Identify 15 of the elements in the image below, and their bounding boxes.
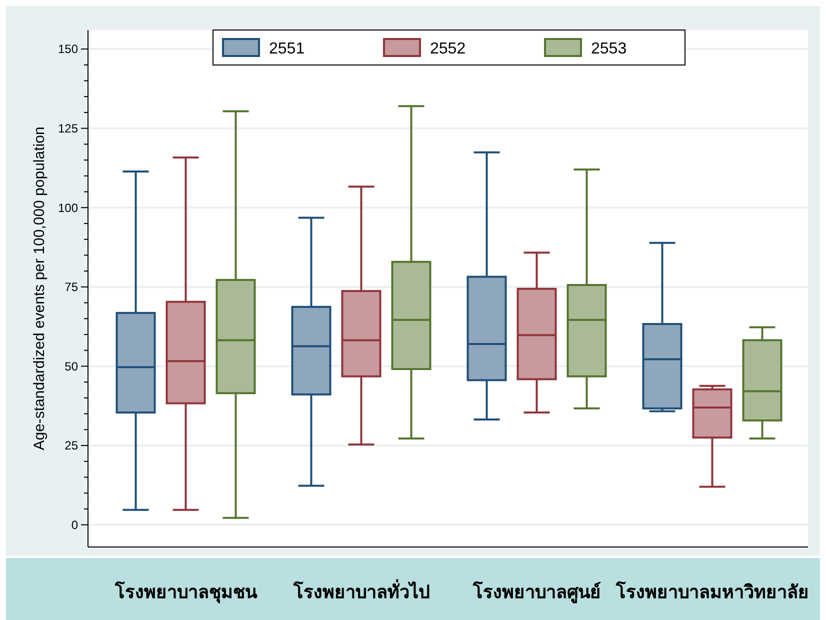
x-tick-label: โรงพยาบาลชุมชน — [114, 581, 258, 604]
legend-label: 2551 — [269, 40, 305, 58]
y-tick-label: 150 — [58, 42, 78, 56]
y-tick-label: 25 — [64, 438, 78, 453]
x-tick-label: โรงพยาบาลทั่วไป — [292, 579, 430, 602]
y-tick-label: 100 — [58, 200, 78, 215]
y-tick-label: 75 — [64, 280, 78, 294]
y-tick-label: 0 — [71, 518, 78, 532]
x-tick-label: โรงพยาบาลมหาวิทยาลัย — [614, 581, 809, 602]
y-tick-label: 50 — [64, 359, 78, 374]
legend-label: 2553 — [591, 40, 627, 58]
y-tick-label: 125 — [58, 122, 78, 136]
x-tick-label: โรงพยาบาลศูนย์ — [472, 581, 601, 604]
legend-label: 2552 — [430, 40, 466, 58]
y-axis-title: Age-standardized events per 100,000 population — [31, 126, 48, 450]
